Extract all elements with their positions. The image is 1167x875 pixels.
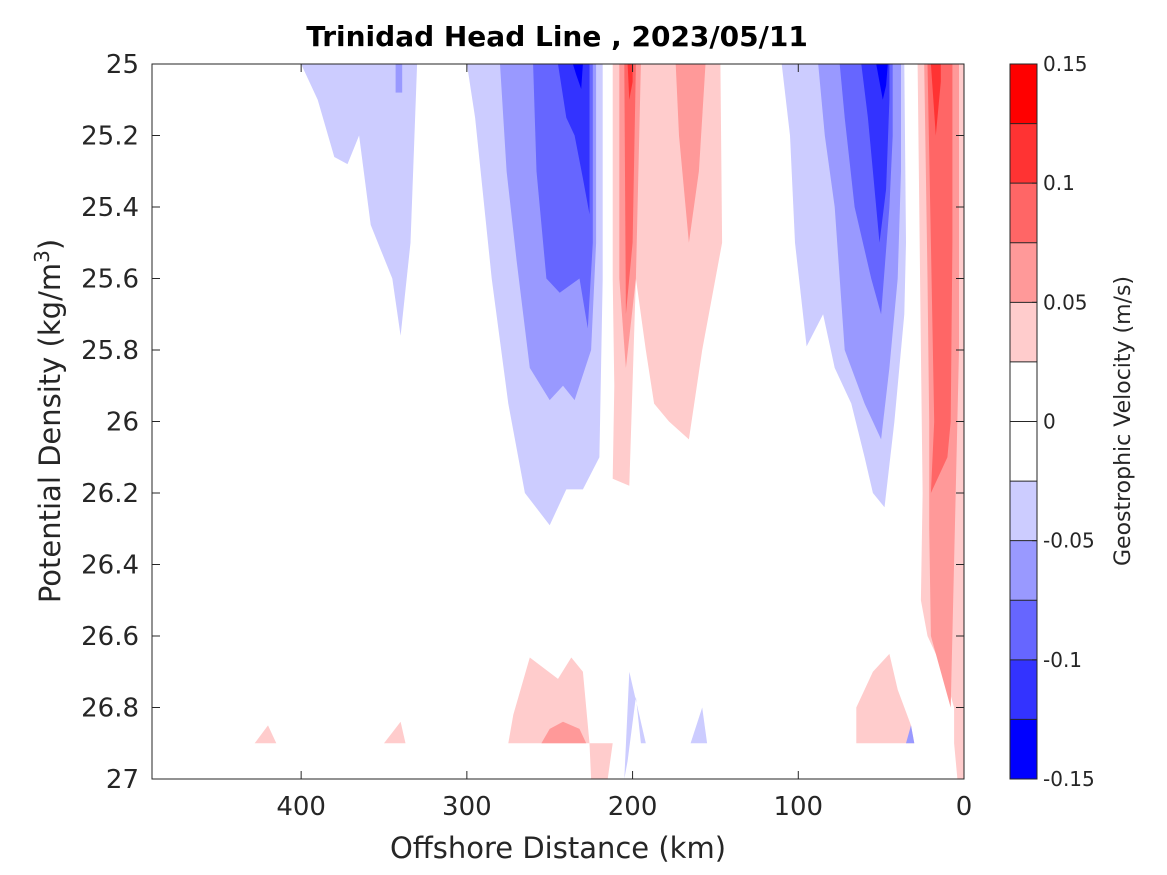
tick-marks	[152, 63, 965, 780]
contour-region-pos-200-l4	[627, 64, 633, 100]
colorbar-cell	[1010, 64, 1037, 125]
contour-region-neg-near-l5	[876, 64, 888, 100]
x-tick-label: 100	[773, 792, 823, 822]
colorbar-label: Geostrophic Velocity (m/s)	[1111, 276, 1136, 566]
x-axis-label: Offshore Distance (km)	[390, 831, 726, 865]
y-tick-label: 25.2	[81, 122, 139, 152]
y-axis-label-main: Potential Density (kg/m	[33, 263, 67, 603]
colorbar-cell	[1010, 659, 1037, 720]
y-tick-label: 26.6	[81, 622, 139, 652]
contour-region-neg-mid-l5	[572, 64, 583, 89]
y-tick-label: 26.2	[81, 479, 139, 509]
contour-region-neg-near-l4	[861, 64, 890, 243]
colorbar-tick-label: -0.1	[1043, 648, 1082, 672]
x-tick-label: 0	[956, 792, 973, 822]
x-tick-label: 400	[276, 792, 326, 822]
colorbar-ticks: 0.15 0.1 0.05 0 -0.05 -0.1 -0.15	[1032, 52, 1095, 791]
colorbar-cell	[1010, 421, 1037, 482]
y-tick-label: 25	[106, 50, 139, 80]
y-axis-label-superscript: 3	[30, 250, 54, 263]
colorbar-cell	[1010, 123, 1037, 184]
y-tick-label: 26	[106, 408, 139, 438]
y-tick-label: 26.4	[81, 551, 139, 581]
contour-region-neg-deep-3	[906, 725, 915, 744]
chart-title: Trinidad Head Line , 2023/05/11	[306, 20, 808, 53]
contour-region-pos-deep-coast-outer	[856, 653, 915, 744]
contour-region-pos-deep-blip-1	[254, 725, 277, 744]
contour-region-pos-deep-mid-outer	[508, 657, 613, 779]
y-tick-label: 25.8	[81, 336, 139, 366]
y-axis-label: Potential Density (kg/m3)	[30, 239, 67, 603]
colorbar-tick-label: 0.05	[1043, 290, 1088, 314]
contour-region-pos-deep-blip-2	[384, 721, 406, 744]
x-tick-labels: 400 300 200 100 0	[276, 792, 972, 822]
contour-region-neg-offshore-core	[395, 64, 403, 93]
contour-region-pos-coast-l4	[930, 64, 941, 136]
contour-region-neg-offshore-outer	[301, 64, 418, 336]
colorbar-cell	[1010, 302, 1037, 363]
colorbar-cell	[1010, 719, 1037, 780]
x-tick-label: 200	[608, 792, 658, 822]
colorbar-cell	[1010, 242, 1037, 303]
x-tick-label: 300	[442, 792, 492, 822]
colorbar-tick-label: 0	[1043, 410, 1056, 434]
contour-region-pos-160-l2	[675, 64, 706, 243]
colorbar-cell	[1010, 361, 1037, 422]
colorbar-cell	[1010, 600, 1037, 661]
plot-area: 400 300 200 100 0 25 25.2 25.4 25.6 25.8 26 26.2 26…	[81, 50, 972, 822]
y-tick-label: 27	[106, 765, 139, 795]
colorbar-cell	[1010, 481, 1037, 542]
colorbar: 0.15 0.1 0.05 0 -0.05 -0.1 -0.15 Geostrophic V…	[1009, 52, 1136, 791]
y-axis-label-close: )	[33, 239, 67, 250]
y-tick-labels: 25 25.2 25.4 25.6 25.8 26 26.2 26.4 26.6 26.8 27	[81, 50, 139, 795]
contour-region-pos-coast-l3	[927, 64, 953, 493]
colorbar-cell	[1010, 540, 1037, 601]
y-tick-label: 25.4	[81, 193, 139, 223]
colorbar-tick-label: 0.1	[1043, 171, 1075, 195]
contour-region-neg-mid-l4	[558, 64, 590, 215]
colorbar-tick-label: 0.15	[1043, 52, 1088, 76]
contour-region-pos-200-l3	[624, 64, 636, 315]
contour-region-pos-deep-mid-l2	[541, 721, 587, 744]
y-tick-label: 25.6	[81, 265, 139, 295]
colorbar-tick-label: -0.15	[1043, 767, 1095, 791]
contour-layer	[254, 64, 964, 779]
colorbar-cell	[1010, 183, 1037, 244]
y-tick-label: 26.8	[81, 694, 139, 724]
colorbar-cells	[1010, 64, 1037, 780]
contour-region-neg-deep-1	[624, 671, 646, 779]
colorbar-tick-label: -0.05	[1043, 529, 1095, 553]
contour-region-neg-deep-2	[690, 707, 708, 744]
